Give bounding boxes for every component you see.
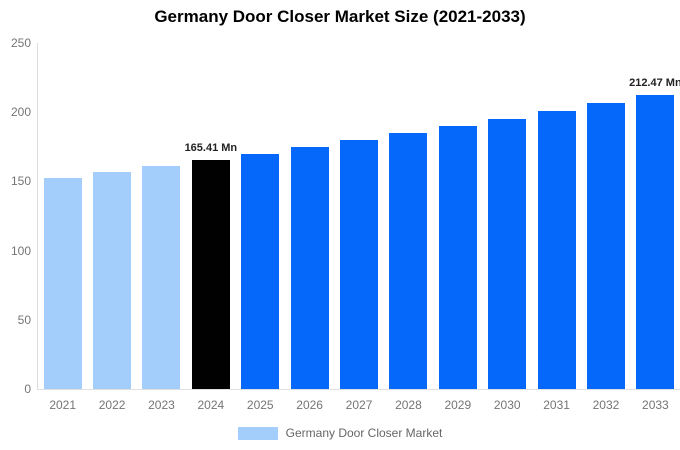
x-axis-label-2032: 2032 bbox=[592, 398, 620, 412]
bar-slot-2030: 2030 bbox=[483, 43, 532, 412]
bar-2027[interactable] bbox=[340, 140, 379, 389]
x-axis-label-2025: 2025 bbox=[246, 398, 274, 412]
bar-slot-2032: 2032 bbox=[581, 43, 630, 412]
x-axis-label-2022: 2022 bbox=[98, 398, 126, 412]
bar-2026[interactable] bbox=[290, 146, 329, 389]
x-axis-label-2024: 2024 bbox=[197, 398, 225, 412]
bar-2021[interactable] bbox=[43, 178, 82, 389]
bar-2023[interactable] bbox=[142, 166, 181, 389]
bar-slot-2031: 2031 bbox=[532, 43, 581, 412]
chart-title: Germany Door Closer Market Size (2021-20… bbox=[154, 7, 526, 26]
x-axis-label-2023: 2023 bbox=[148, 398, 175, 412]
bar-slot-2023: 2023 bbox=[137, 43, 186, 412]
bar-slot-2028: 2028 bbox=[384, 43, 433, 412]
y-axis: 0 50 100 150 200 250 bbox=[0, 0, 31, 450]
bar-2032[interactable] bbox=[586, 103, 625, 389]
bar-2030[interactable] bbox=[488, 118, 527, 389]
bar-slot-2025: 2025 bbox=[236, 43, 285, 412]
x-axis-label-2031: 2031 bbox=[543, 398, 570, 412]
bar-2022[interactable] bbox=[93, 172, 132, 389]
plot-area: 2021 2022 2023 2024 165.41 Mn 2025 2026 2027 202… bbox=[37, 43, 680, 412]
y-axis-tick-0: 0 bbox=[24, 382, 31, 396]
x-axis-label-2033: 2033 bbox=[642, 398, 669, 412]
y-axis-tick-100: 100 bbox=[10, 243, 31, 258]
bar-2031[interactable] bbox=[537, 110, 576, 389]
bar-slot-2027: 2027 bbox=[334, 43, 383, 412]
y-axis-tick-200: 200 bbox=[10, 105, 31, 120]
x-axis-label-2021: 2021 bbox=[49, 398, 77, 412]
bar-series: 2021 2022 2023 2024 165.41 Mn 2025 2026 2027 202… bbox=[38, 43, 680, 412]
x-axis-label-2030: 2030 bbox=[493, 398, 521, 412]
bar-2029[interactable] bbox=[438, 125, 477, 389]
bar-slot-2026: 2026 bbox=[285, 43, 334, 412]
bar-2024[interactable] bbox=[191, 160, 230, 389]
legend-item[interactable]: Germany Door Closer Market bbox=[0, 426, 680, 440]
y-axis-tick-250: 250 bbox=[10, 36, 31, 50]
bar-2028[interactable] bbox=[389, 133, 428, 389]
legend-swatch bbox=[237, 426, 278, 440]
x-axis-label-2028: 2028 bbox=[395, 398, 422, 412]
bar-slot-2033: 2033 212.47 Mn bbox=[629, 43, 680, 412]
bar-slot-2021: 2021 bbox=[38, 43, 87, 412]
bar-slot-2024: 2024 165.41 Mn bbox=[184, 43, 238, 412]
bar-2033[interactable] bbox=[636, 94, 675, 389]
bar-2025[interactable] bbox=[241, 153, 280, 389]
x-axis-label-2027: 2027 bbox=[345, 398, 373, 412]
bar-value-label-2024: 165.41 Mn bbox=[184, 142, 238, 155]
bar-value-label-2033: 212.47 Mn bbox=[629, 76, 680, 89]
x-axis-label-2026: 2026 bbox=[296, 398, 323, 412]
y-axis-tick-50: 50 bbox=[17, 312, 31, 327]
legend-label: Germany Door Closer Market bbox=[285, 426, 443, 440]
bar-slot-2029: 2029 bbox=[433, 43, 482, 412]
y-axis-tick-150: 150 bbox=[10, 174, 31, 189]
x-axis-label-2029: 2029 bbox=[444, 398, 472, 412]
bar-slot-2022: 2022 bbox=[87, 43, 136, 412]
